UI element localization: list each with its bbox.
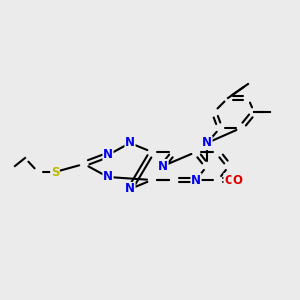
Text: S: S — [51, 166, 59, 178]
Text: N: N — [191, 173, 201, 187]
Text: N: N — [125, 136, 135, 149]
Text: N: N — [125, 182, 135, 196]
Text: O: O — [232, 173, 242, 187]
Text: N: N — [103, 170, 113, 184]
Text: N: N — [103, 148, 113, 161]
Text: O: O — [224, 173, 234, 187]
Text: N: N — [158, 160, 168, 172]
Text: N: N — [202, 136, 212, 149]
